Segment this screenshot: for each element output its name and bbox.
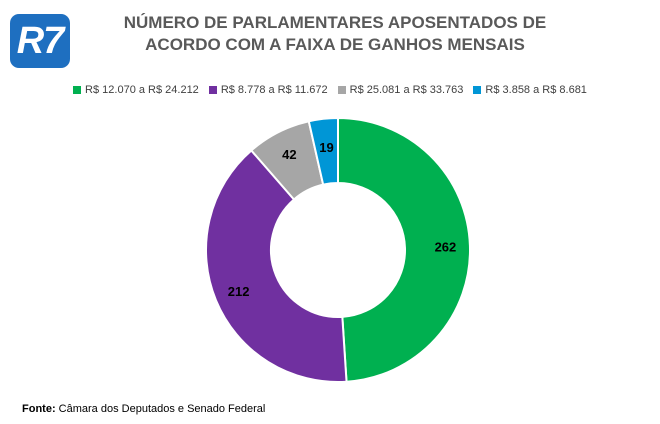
chart-title-line-2: ACORDO COM A FAIXA DE GANHOS MENSAIS (145, 35, 525, 54)
donut-slice-2 (205, 149, 348, 383)
legend-swatch-2 (208, 86, 217, 94)
data-label-1: 262 (435, 240, 457, 255)
legend-swatch-3 (337, 86, 346, 94)
legend-swatch-4 (473, 86, 482, 94)
source-note: Fonte: Câmara dos Deputados e Senado Fed… (22, 403, 265, 415)
legend-item-2: R$ 8.778 a R$ 11.672 (208, 84, 328, 96)
legend-item-4: R$ 3.858 a R$ 8.681 (473, 84, 587, 96)
legend-item-1: R$ 12.070 a R$ 24.212 (73, 84, 199, 96)
legend-item-3: R$ 25.081 a R$ 33.763 (337, 84, 464, 96)
data-label-3: 42 (282, 147, 296, 162)
donut-slice-4 (307, 116, 339, 186)
chart-legend: R$ 12.070 a R$ 24.212 R$ 8.778 a R$ 11.6… (0, 84, 660, 96)
data-label-2: 212 (228, 284, 250, 299)
legend-swatch-1 (73, 86, 82, 94)
chart-title: NÚMERO DE PARLAMENTARES APOSENTADOS DE A… (95, 12, 575, 56)
source-label: Fonte: (22, 403, 56, 415)
legend-label-1: R$ 12.070 a R$ 24.212 (85, 84, 199, 96)
r7-logo: R7 (10, 14, 70, 68)
source-text: Câmara dos Deputados e Senado Federal (58, 403, 266, 415)
legend-label-3: R$ 25.081 a R$ 33.763 (349, 84, 464, 96)
logo-text: R7 (16, 19, 65, 62)
data-label-4: 19 (319, 140, 333, 155)
legend-label-2: R$ 8.778 a R$ 11.672 (220, 84, 328, 96)
donut-slice-1 (337, 116, 472, 383)
chart-title-line-1: NÚMERO DE PARLAMENTARES APOSENTADOS DE (123, 13, 547, 32)
legend-label-4: R$ 3.858 a R$ 8.681 (485, 84, 587, 96)
